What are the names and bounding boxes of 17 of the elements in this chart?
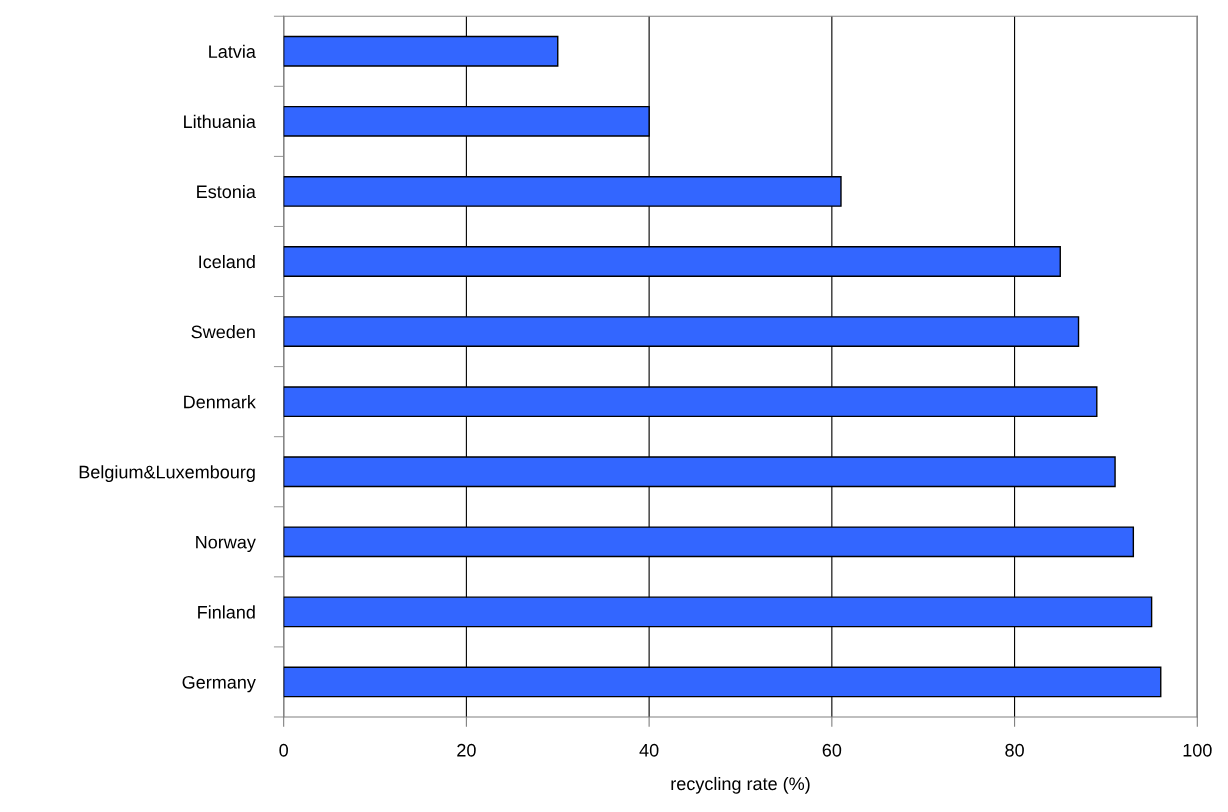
- x-tick-label: 40: [639, 743, 659, 757]
- y-tick-label: Sweden: [191, 325, 255, 339]
- x-tick-label: 60: [822, 743, 842, 757]
- x-tick-label: 20: [457, 743, 476, 757]
- x-tick-label: 0: [279, 743, 288, 757]
- y-tick-label: Denmark: [184, 395, 256, 409]
- y-tick-label: Latvia: [209, 44, 256, 58]
- x-tick-label: 100: [1183, 743, 1212, 757]
- y-tick-label: Estonia: [197, 184, 256, 199]
- y-tick-label: Iceland: [199, 254, 255, 269]
- y-tick-label: Finland: [198, 605, 255, 619]
- y-tick-label: Belgium&Luxembourg: [79, 465, 255, 483]
- y-tick-label: Lithuania: [184, 114, 256, 129]
- y-tick-label: Norway: [196, 535, 256, 553]
- x-tick-label: 80: [1005, 743, 1024, 757]
- y-tick-label: Germany: [182, 675, 256, 693]
- x-axis-title: recycling rate (%): [671, 776, 810, 794]
